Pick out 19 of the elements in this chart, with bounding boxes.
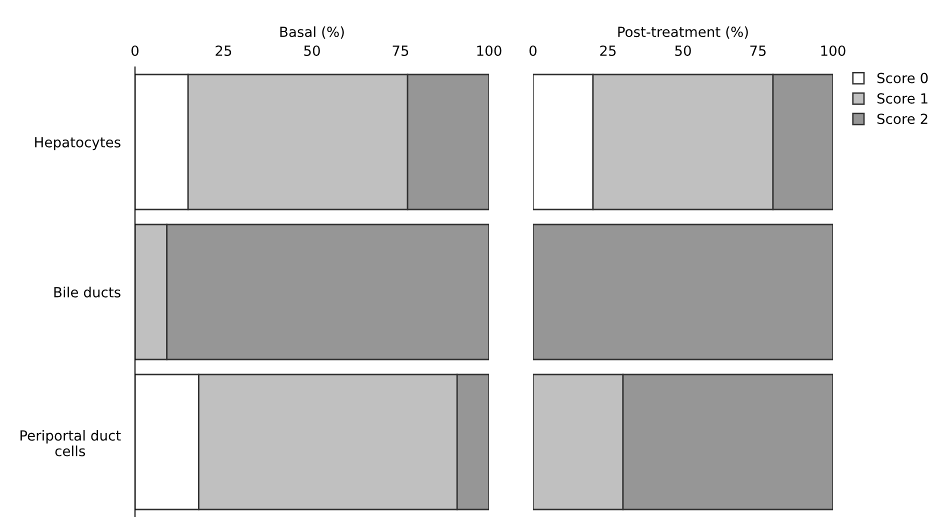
- x-tick-label: 100: [821, 45, 846, 56]
- x-axis-title: Basal (%): [280, 26, 344, 39]
- x-tick-label: 25: [216, 45, 232, 56]
- x-tick-label: 75: [392, 46, 408, 56]
- x-axis-title: Post-treatment (%): [618, 26, 748, 39]
- x-tick-label: 50: [675, 45, 691, 56]
- y-tick-label: Periportal duct cells: [20, 430, 121, 456]
- bar: [533, 224, 833, 360]
- y-tick-label: Bile ducts: [54, 286, 120, 298]
- x-tick-label: 75: [750, 46, 766, 56]
- y-tick-label: Hepatocytes: [35, 137, 120, 150]
- legend-label: Score 1: [877, 93, 928, 104]
- legend-label: Score 0: [877, 72, 928, 84]
- x-tick-label: 25: [600, 45, 616, 56]
- x-tick-label: 100: [477, 45, 502, 56]
- x-tick-label: 50: [304, 45, 320, 56]
- x-tick-label: 0: [131, 45, 138, 56]
- legend-label: Score 2: [877, 114, 928, 124]
- x-tick-label: 0: [529, 45, 536, 56]
